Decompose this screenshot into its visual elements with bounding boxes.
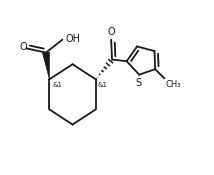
Text: O: O [19, 43, 27, 52]
Polygon shape [43, 52, 49, 79]
Text: CH₃: CH₃ [165, 80, 181, 89]
Text: &1: &1 [97, 82, 107, 88]
Text: O: O [107, 27, 115, 37]
Text: &1: &1 [52, 82, 62, 88]
Text: S: S [135, 78, 141, 88]
Text: OH: OH [65, 34, 80, 44]
